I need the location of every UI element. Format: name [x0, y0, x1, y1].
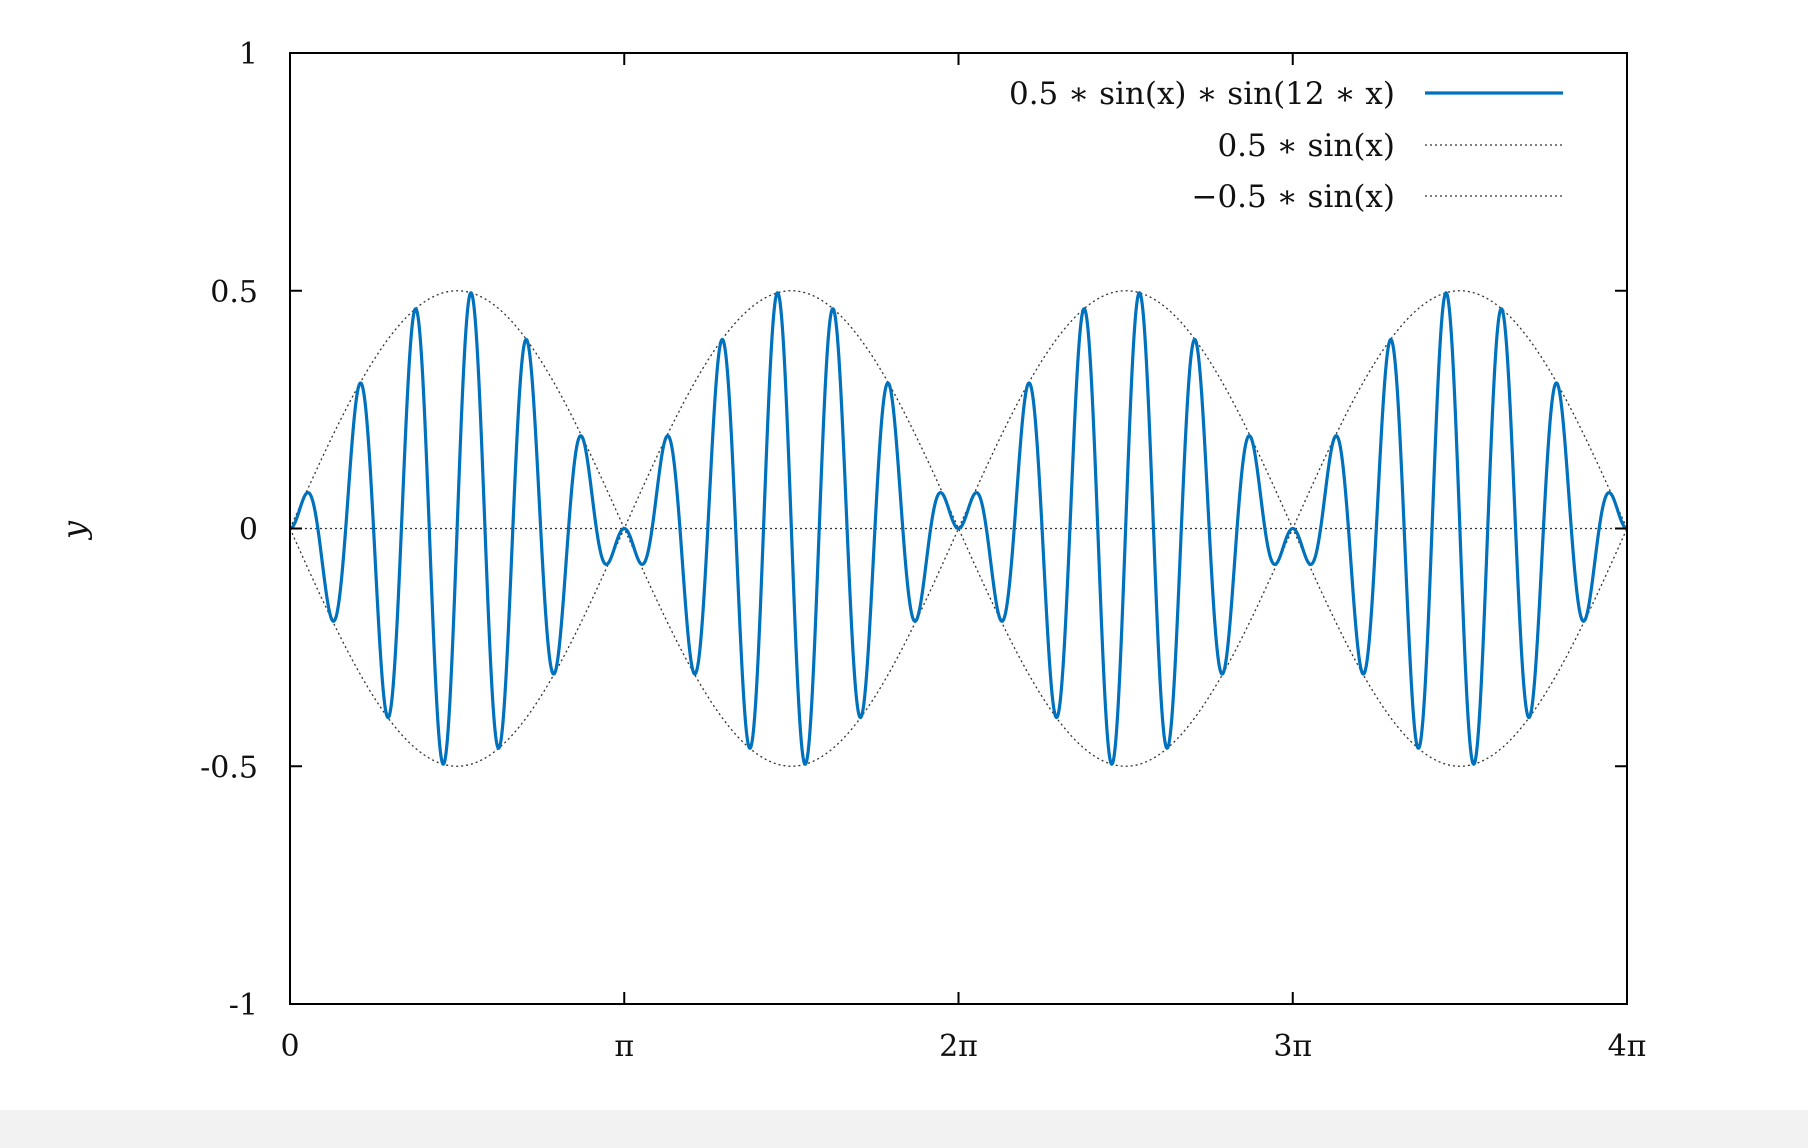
y-tick-label: 0: [239, 513, 258, 548]
bottom-band: [0, 1110, 1808, 1148]
y-tick-label: -1: [229, 988, 258, 1023]
series-line-0: [288, 291, 1629, 766]
x-tick-label: 0: [280, 1029, 299, 1064]
legend: 0.5 ∗ sin(x) ∗ sin(12 ∗ x) 0.5 ∗ sin(x) −0…: [1009, 76, 1563, 215]
x-tick-label: 4π: [1608, 1029, 1647, 1064]
y-tick-label: 1: [239, 37, 258, 72]
y-tick-label: 0.5: [210, 275, 258, 310]
x-tick-label: π: [614, 1029, 634, 1064]
legend-label-0: 0.5 ∗ sin(x) ∗ sin(12 ∗ x): [1009, 76, 1395, 112]
y-axis-label: y: [55, 520, 93, 541]
legend-label-1: 0.5 ∗ sin(x): [1217, 128, 1395, 164]
y-tick-label: -0.5: [200, 750, 258, 785]
series-line-1: [289, 290, 1628, 767]
x-tick-label: 3π: [1273, 1029, 1312, 1064]
series-line-2: [289, 290, 1628, 767]
legend-label-2: −0.5 ∗ sin(x): [1191, 179, 1395, 215]
x-tick-label: 2π: [939, 1029, 978, 1064]
